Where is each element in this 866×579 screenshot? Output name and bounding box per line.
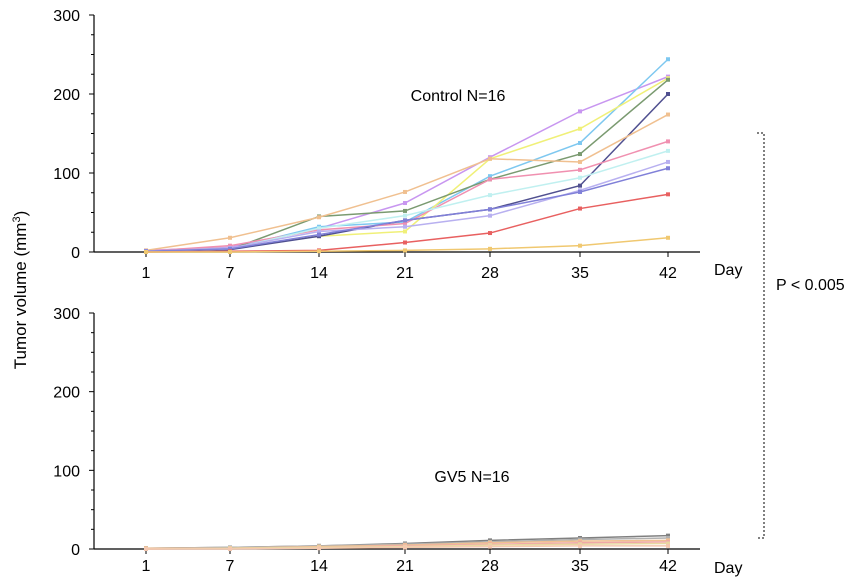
data-point xyxy=(666,192,670,197)
y-axis-label: Tumor volume (mm3) xyxy=(11,211,30,370)
data-point xyxy=(403,229,407,234)
gv5-panel: 0 100 200 300 1 7 14 21 28 35 42 Day GV5 N=16 xyxy=(53,306,742,577)
x-tick-label: 1 xyxy=(142,265,151,282)
data-point xyxy=(403,545,407,550)
x-tick-label: 35 xyxy=(571,265,589,282)
y-axis-label-close: ) xyxy=(11,211,30,217)
x-tick-label: 14 xyxy=(310,558,328,575)
data-point xyxy=(488,544,492,549)
data-point xyxy=(144,250,148,254)
data-point xyxy=(403,248,407,253)
group-annotation: Control N=16 xyxy=(411,88,506,105)
control-panel: 0 100 200 300 1 7 14 21 28 35 42 Day Control N=16 xyxy=(53,8,742,282)
data-point xyxy=(317,229,321,234)
data-point xyxy=(666,148,670,153)
x-tick-label: 7 xyxy=(226,265,235,282)
y-tick-label: 300 xyxy=(53,306,80,323)
data-point xyxy=(488,156,492,161)
y-tick-label: 200 xyxy=(53,385,80,402)
data-point xyxy=(666,535,670,540)
data-point xyxy=(488,246,492,251)
data-point xyxy=(578,152,582,157)
data-point xyxy=(403,240,407,245)
data-point xyxy=(666,166,670,171)
data-point xyxy=(317,215,321,220)
data-point xyxy=(578,543,582,548)
data-point xyxy=(666,543,670,548)
data-point xyxy=(403,218,407,223)
data-point xyxy=(228,243,232,248)
data-point xyxy=(144,547,148,551)
data-point xyxy=(666,533,670,538)
data-point xyxy=(666,541,670,546)
data-point xyxy=(488,177,492,182)
data-point xyxy=(228,547,232,551)
x-axis-label: Day xyxy=(714,262,742,279)
data-point xyxy=(228,235,232,240)
data-point xyxy=(666,235,670,240)
x-tick-label: 14 xyxy=(310,265,328,282)
data-point xyxy=(228,246,232,251)
y-axis-label-superscript: 3 xyxy=(11,216,23,222)
data-point xyxy=(403,221,407,226)
x-axis-label: Day xyxy=(714,560,742,577)
data-point xyxy=(578,183,582,188)
y-tick-label: 100 xyxy=(53,166,80,183)
data-point xyxy=(317,226,321,231)
data-point xyxy=(666,112,670,117)
data-point xyxy=(403,201,407,206)
data-point xyxy=(578,109,582,114)
group-annotation: GV5 N=16 xyxy=(434,469,509,486)
data-point xyxy=(488,207,492,212)
data-point xyxy=(317,249,321,254)
y-tick-label: 300 xyxy=(53,8,80,25)
data-point xyxy=(403,189,407,194)
data-point xyxy=(578,140,582,145)
data-point xyxy=(403,208,407,213)
data-point xyxy=(578,206,582,211)
data-point xyxy=(488,213,492,218)
y-tick-label: 200 xyxy=(53,87,80,104)
data-point xyxy=(666,57,670,62)
data-point xyxy=(228,250,232,254)
x-tick-label: 42 xyxy=(659,558,677,575)
data-point xyxy=(317,546,321,551)
data-point xyxy=(578,167,582,172)
data-point xyxy=(403,213,407,218)
x-tick-label: 7 xyxy=(226,558,235,575)
data-point xyxy=(666,77,670,82)
data-point xyxy=(666,159,670,164)
data-point xyxy=(403,224,407,229)
data-point xyxy=(578,159,582,164)
data-point xyxy=(317,232,321,237)
data-point xyxy=(578,189,582,194)
data-point xyxy=(488,174,492,179)
x-tick-label: 35 xyxy=(571,558,589,575)
p-value-label: P < 0.005 xyxy=(776,277,845,294)
data-point xyxy=(578,126,582,131)
y-tick-label: 0 xyxy=(71,245,80,262)
data-point xyxy=(578,243,582,248)
data-point xyxy=(666,92,670,96)
x-tick-label: 1 xyxy=(142,558,151,575)
data-point xyxy=(488,231,492,236)
x-tick-label: 28 xyxy=(481,265,499,282)
x-tick-label: 21 xyxy=(396,265,414,282)
x-tick-label: 28 xyxy=(481,558,499,575)
y-tick-label: 0 xyxy=(71,542,80,559)
x-tick-label: 42 xyxy=(659,265,677,282)
y-tick-label: 100 xyxy=(53,463,80,480)
significance-bracket xyxy=(757,132,765,539)
series-line xyxy=(145,140,669,252)
data-point xyxy=(666,139,670,144)
data-point xyxy=(488,193,492,198)
data-point xyxy=(578,175,582,180)
x-tick-label: 21 xyxy=(396,558,414,575)
